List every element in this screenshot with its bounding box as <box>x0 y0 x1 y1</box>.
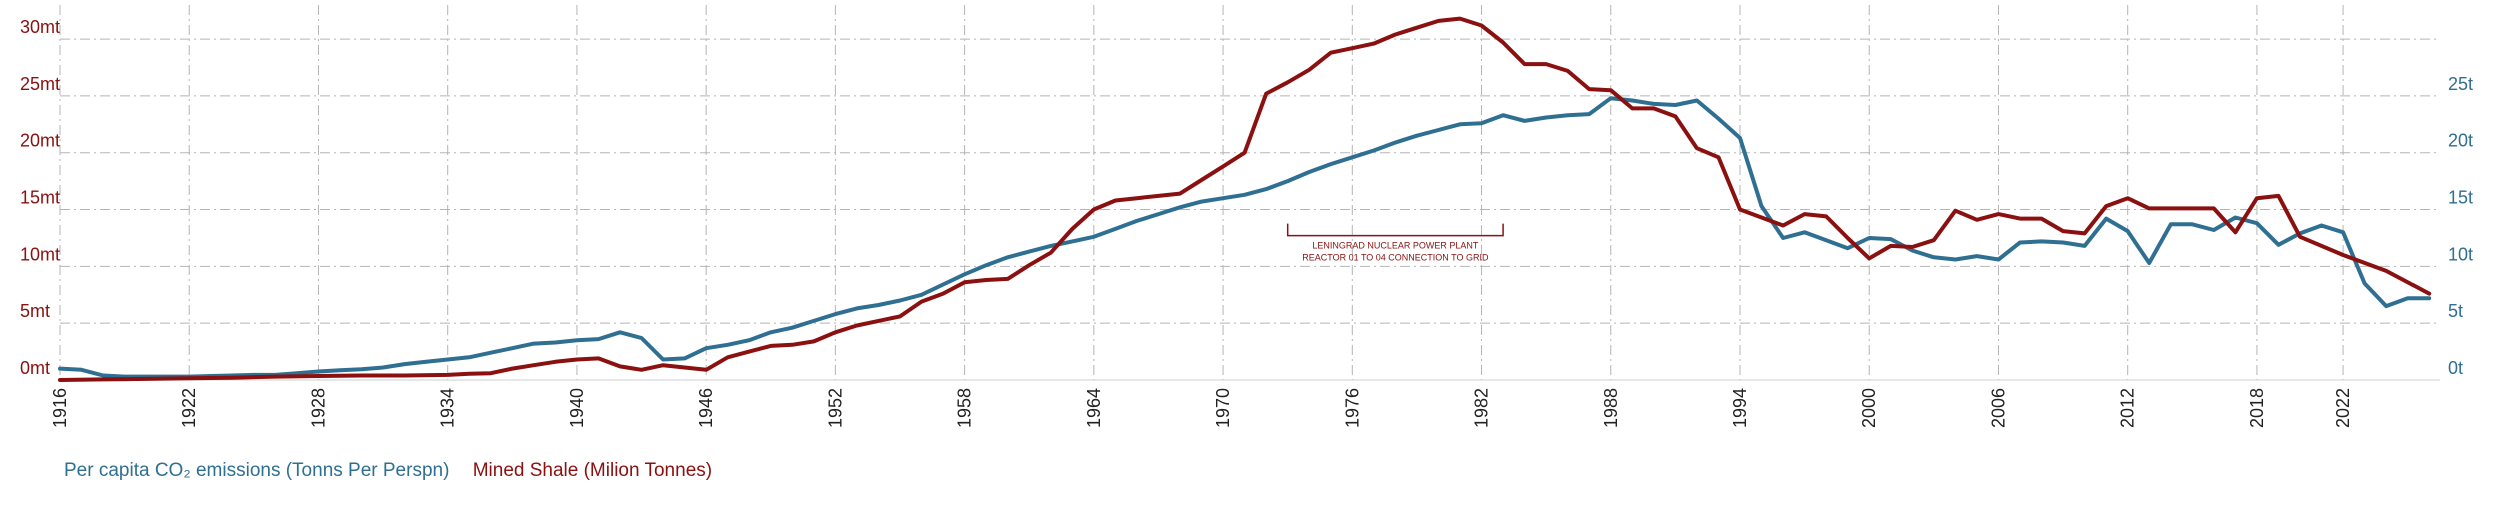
legend-co2-per-capita: Per capita CO₂ emissions (Tonns Per Pers… <box>64 460 450 481</box>
left-tick-label: 10mt <box>20 244 60 264</box>
right-tick-label: 5t <box>2448 301 2463 321</box>
left-tick-label: 0mt <box>20 358 50 378</box>
x-tick-label: 1952 <box>825 388 845 428</box>
x-tick-label: 1976 <box>1342 388 1362 428</box>
mined-shale-line <box>58 16 2432 382</box>
left-tick-label: 20mt <box>20 131 60 151</box>
left-tick-label: 25mt <box>20 74 60 94</box>
annotation-bracket <box>1286 223 1504 237</box>
x-tick-label: 1970 <box>1213 388 1233 428</box>
left-tick-label: 30mt <box>20 17 60 37</box>
right-tick-label: 20t <box>2448 131 2473 151</box>
x-tick-label: 1922 <box>179 388 199 428</box>
legend-mined-shale: Mined Shale (Milion Tonnes) <box>472 460 713 481</box>
reactor-annotation: LENINGRAD NUCLEAR POWER PLANT REACTOR 01… <box>1286 223 1504 263</box>
series-lines <box>58 16 2432 382</box>
x-tick-label: 1958 <box>955 388 975 428</box>
chart-legend: Per capita CO₂ emissions (Tonns Per Pers… <box>64 460 730 482</box>
x-tick-label: 2022 <box>2333 388 2353 428</box>
annotation-line-2: REACTOR 01 TO 04 CONNECTION TO GRID <box>1302 253 1489 263</box>
x-tick-label: 1916 <box>50 388 70 428</box>
x-tick-label: 2006 <box>1988 388 2008 428</box>
right-tick-label: 10t <box>2448 244 2473 264</box>
x-tick-label: 1928 <box>308 388 328 428</box>
x-tick-label: 1964 <box>1084 388 1104 428</box>
left-axis-ticks: 0mt 5mt 10mt 15mt 20mt 25mt 30mt <box>20 17 60 378</box>
x-tick-label: 2018 <box>2247 388 2267 428</box>
right-axis-ticks: 0t 5t 10t 15t 20t 25t <box>2448 74 2473 378</box>
x-tick-label: 2012 <box>2118 388 2138 428</box>
x-tick-label: 1988 <box>1601 388 1621 428</box>
x-tick-label: 1946 <box>696 388 716 428</box>
annotation-line-1: LENINGRAD NUCLEAR POWER PLANT <box>1312 241 1479 251</box>
co2-per-capita-line <box>58 96 2432 379</box>
right-tick-label: 25t <box>2448 74 2473 94</box>
x-tick-label: 1994 <box>1730 388 1750 428</box>
left-tick-label: 5mt <box>20 301 50 321</box>
right-tick-label: 15t <box>2448 188 2473 208</box>
x-tick-label: 1982 <box>1472 388 1492 428</box>
x-axis-ticks: 1916 1922 1928 1934 1940 1946 1952 1958 1964 1970… <box>50 388 2353 428</box>
x-tick-label: 1940 <box>567 388 587 428</box>
x-tick-label: 1934 <box>438 388 458 428</box>
left-tick-label: 15mt <box>20 188 60 208</box>
right-tick-label: 0t <box>2448 358 2463 378</box>
x-tick-label: 2000 <box>1859 388 1879 428</box>
chart-grid <box>59 5 2440 381</box>
